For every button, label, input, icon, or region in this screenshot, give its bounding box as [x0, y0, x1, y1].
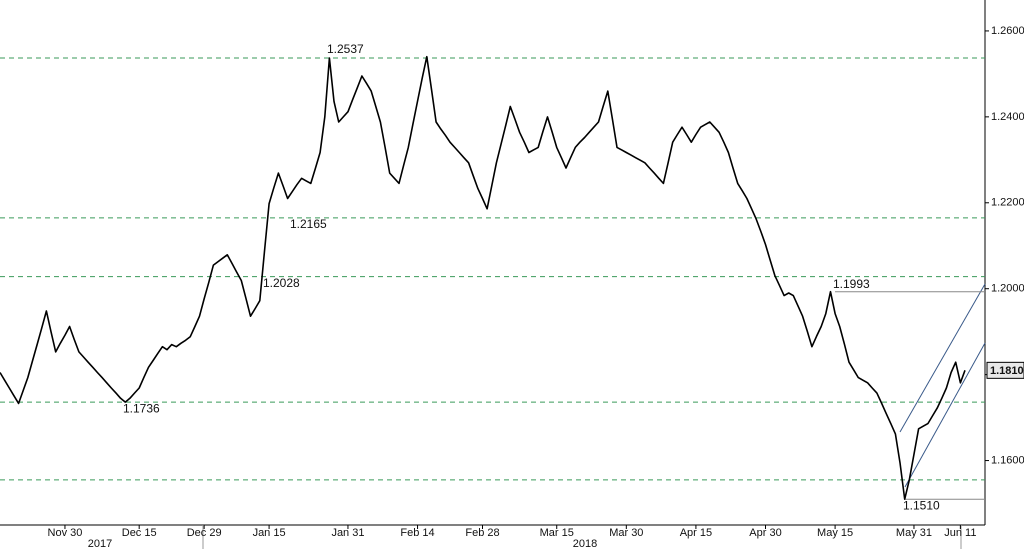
- x-tick-label: Jan 15: [253, 527, 286, 539]
- y-tick-label: 1.2200: [991, 197, 1024, 209]
- last-value-label: 1.1810: [990, 365, 1024, 377]
- x-tick-label: May 31: [896, 527, 932, 539]
- x-tick-label: Feb 14: [400, 527, 434, 539]
- year-label: 2018: [573, 538, 597, 549]
- x-tick-label: Apr 30: [749, 527, 781, 539]
- level-label: 1.2537: [327, 42, 364, 56]
- x-tick-label: Feb 28: [465, 527, 499, 539]
- x-tick-label: May 15: [817, 527, 853, 539]
- channel-line: [904, 342, 986, 488]
- last-value-box: [986, 361, 1024, 379]
- x-tick-label: Jun 11: [944, 527, 976, 539]
- year-label: 2017: [88, 538, 112, 549]
- x-tick-label: Mar 15: [540, 527, 574, 539]
- level-label: 1.1510: [903, 498, 940, 512]
- x-tick-label: Dec 15: [122, 527, 157, 539]
- channel-line: [899, 283, 986, 433]
- level-label: 1.1993: [833, 277, 870, 291]
- y-tick-label: 1.2600: [991, 25, 1024, 37]
- level-label: 1.1736: [123, 401, 160, 415]
- x-tick-label: Nov 30: [48, 527, 83, 539]
- x-tick-label: Dec 29: [187, 527, 222, 539]
- level-label: 1.2165: [290, 217, 327, 231]
- x-tick-label: Mar 30: [609, 527, 643, 539]
- x-tick-label: Apr 15: [680, 527, 712, 539]
- level-label: 1.2028: [263, 276, 300, 290]
- price-line: [0, 55, 966, 500]
- y-tick-label: 1.1600: [991, 454, 1024, 466]
- y-tick-label: 1.2000: [991, 283, 1024, 295]
- y-tick-label: 1.2400: [991, 111, 1024, 123]
- x-tick-label: Jan 31: [331, 527, 364, 539]
